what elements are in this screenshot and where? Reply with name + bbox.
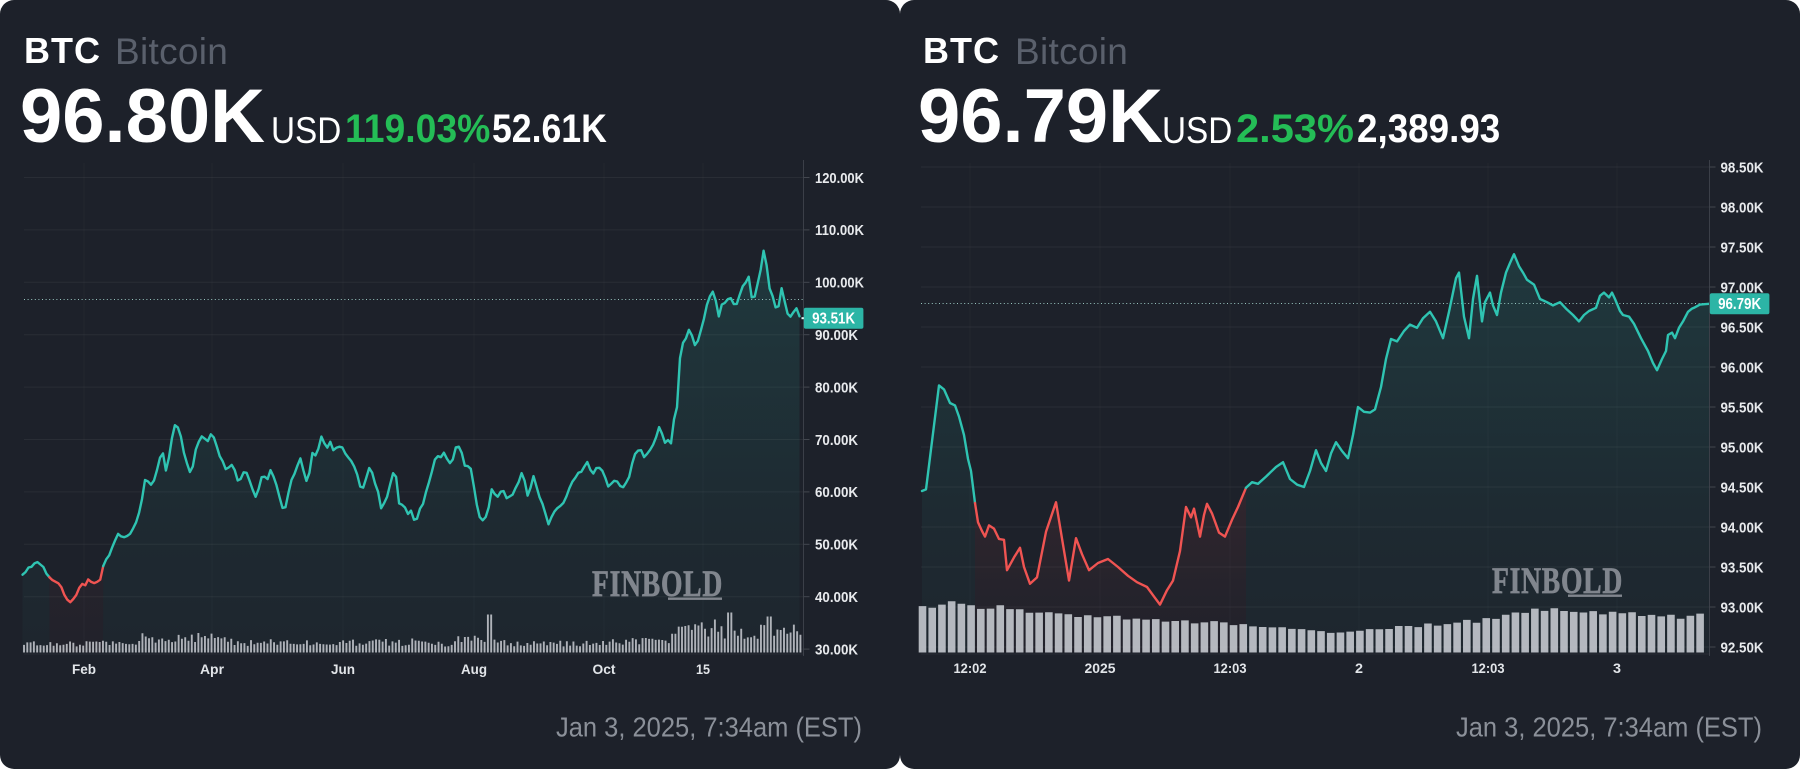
svg-text:93.00K: 93.00K [1721,599,1764,616]
svg-text:50.00K: 50.00K [815,537,858,554]
svg-text:90.00K: 90.00K [815,327,858,344]
svg-text:12:03: 12:03 [1472,660,1505,676]
svg-text:70.00K: 70.00K [815,432,858,449]
svg-text:98.00K: 98.00K [1721,199,1764,216]
svg-text:40.00K: 40.00K [815,589,858,606]
svg-text:60.00K: 60.00K [815,484,858,501]
svg-text:94.00K: 94.00K [1721,519,1764,536]
svg-text:97.50K: 97.50K [1721,239,1764,256]
svg-text:95.50K: 95.50K [1721,399,1764,416]
svg-text:96.79K: 96.79K [1718,296,1762,313]
svg-text:2: 2 [1355,660,1363,676]
svg-text:80.00K: 80.00K [815,379,858,396]
svg-text:Jan 3, 2025, 7:34am (EST): Jan 3, 2025, 7:34am (EST) [556,712,862,743]
svg-text:97.00K: 97.00K [1721,279,1764,296]
svg-text:Oct: Oct [593,661,616,677]
svg-text:2025: 2025 [1085,660,1116,676]
svg-text:95.00K: 95.00K [1721,439,1764,456]
svg-text:96.50K: 96.50K [1721,319,1764,336]
svg-text:96.00K: 96.00K [1721,359,1764,376]
svg-text:12:03: 12:03 [1214,660,1247,676]
svg-text:Jan 3, 2025, 7:34am (EST): Jan 3, 2025, 7:34am (EST) [1456,712,1762,743]
svg-text:12:02: 12:02 [954,660,987,676]
svg-text:93.51K: 93.51K [812,310,856,327]
svg-text:Apr: Apr [200,661,225,677]
svg-text:FINBOLD: FINBOLD [592,564,723,605]
svg-text:120.00K: 120.00K [815,170,864,187]
svg-text:94.50K: 94.50K [1721,479,1764,496]
svg-text:Aug: Aug [461,661,487,677]
svg-text:Jun: Jun [331,661,355,677]
svg-text:92.50K: 92.50K [1721,639,1764,656]
svg-text:93.50K: 93.50K [1721,559,1764,576]
svg-text:100.00K: 100.00K [815,275,864,292]
svg-text:15: 15 [696,661,710,677]
svg-text:3: 3 [1613,660,1621,676]
svg-text:98.50K: 98.50K [1721,159,1764,176]
svg-text:Feb: Feb [72,661,96,677]
svg-text:30.00K: 30.00K [815,641,858,658]
svg-text:110.00K: 110.00K [815,222,864,239]
